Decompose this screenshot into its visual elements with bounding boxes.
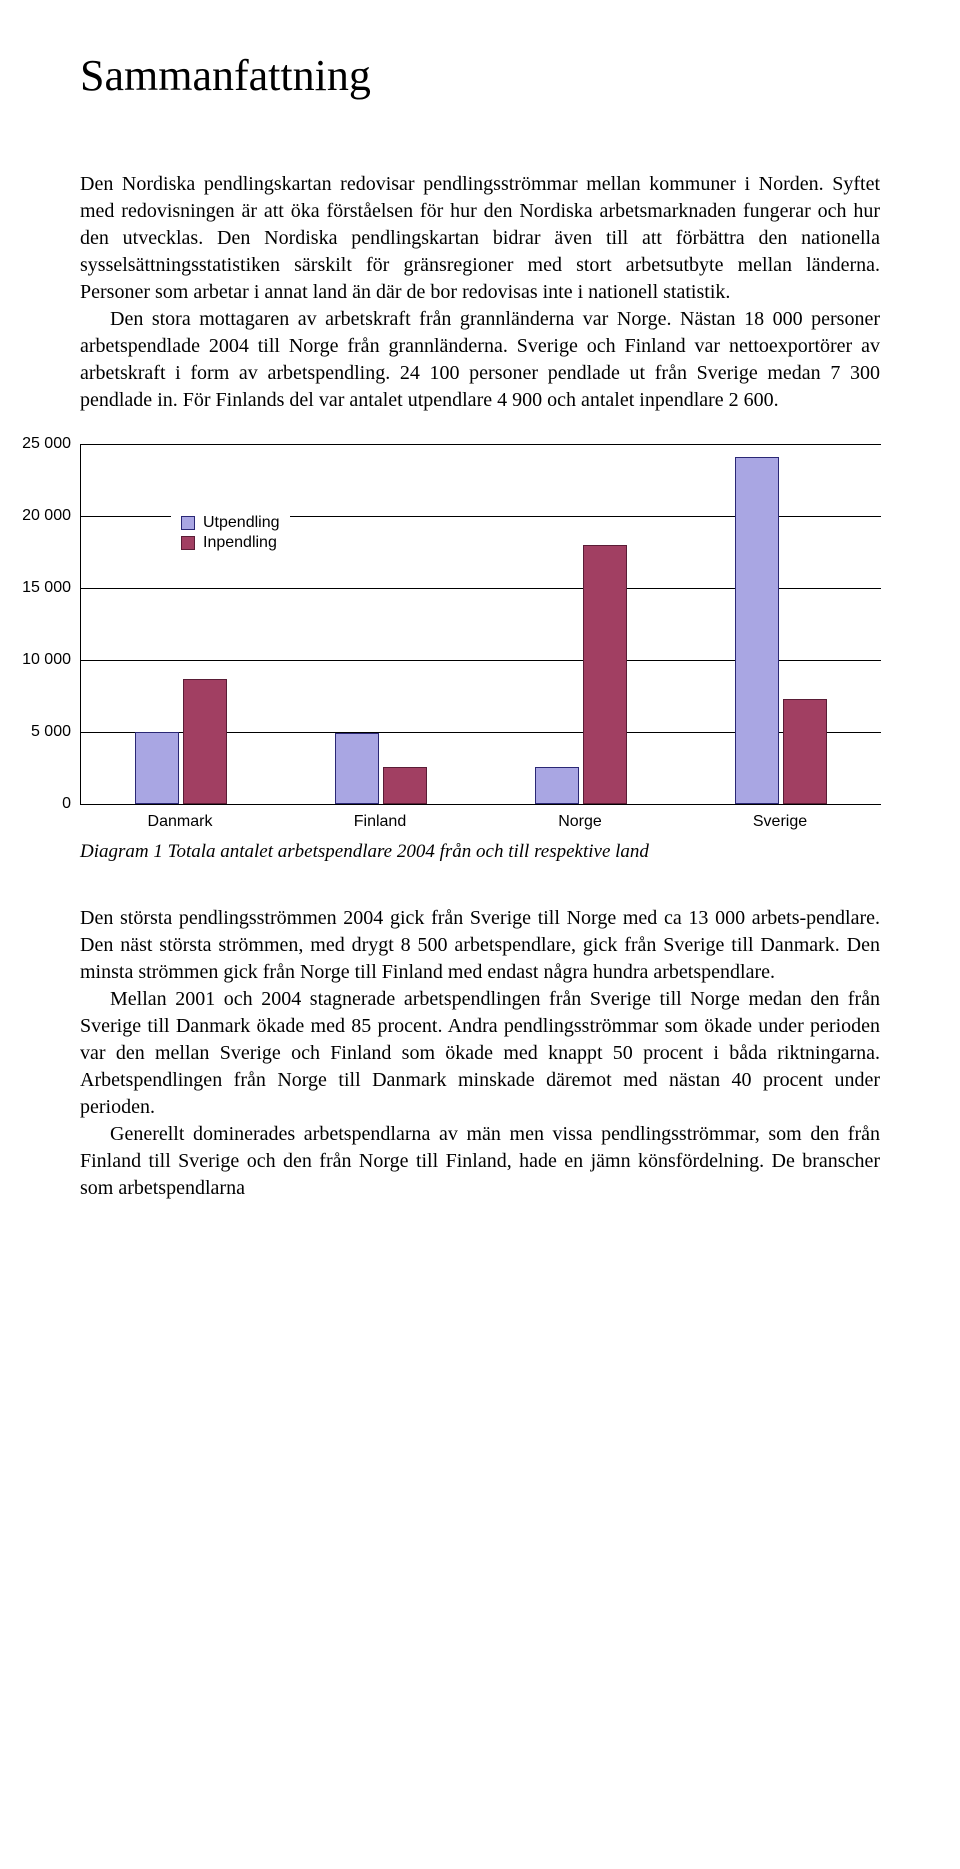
chart-ytick: 5 000	[11, 723, 71, 741]
chart-bar	[135, 732, 179, 804]
chart-bar	[383, 767, 427, 804]
chart-xtick: Finland	[280, 805, 480, 831]
legend-swatch	[181, 536, 195, 550]
chart-ytick: 15 000	[11, 579, 71, 597]
chart-ytick: 0	[11, 795, 71, 813]
document-page: Sammanfattning Den Nordiska pendlingskar…	[0, 0, 960, 1262]
paragraph-4: Mellan 2001 och 2004 stagnerade arbetspe…	[80, 986, 880, 1121]
legend-label: Utpendling	[203, 514, 280, 532]
chart-bar-group	[535, 545, 627, 804]
page-title: Sammanfattning	[80, 50, 880, 101]
legend-swatch	[181, 516, 195, 530]
legend-item: Utpendling	[181, 514, 280, 532]
chart-legend: Utpendling Inpendling	[171, 506, 290, 560]
chart-bar	[735, 457, 779, 804]
chart-xtick: Sverige	[680, 805, 880, 831]
chart-bar	[583, 545, 627, 804]
chart-ytick: 10 000	[11, 651, 71, 669]
legend-label: Inpendling	[203, 534, 277, 552]
chart-xtick: Norge	[480, 805, 680, 831]
paragraph-5: Generellt dominerades arbetspendlarna av…	[80, 1121, 880, 1202]
legend-item: Inpendling	[181, 534, 280, 552]
paragraph-3: Den största pendlingsströmmen 2004 gick …	[80, 905, 880, 986]
chart-bar-group	[335, 733, 427, 804]
chart-bar-group	[135, 679, 227, 804]
chart-container: UtpendlingInpendling 05 00010 00015 0002…	[80, 444, 880, 831]
chart-bar	[783, 699, 827, 804]
chart-ytick: 20 000	[11, 507, 71, 525]
chart-bar	[335, 733, 379, 804]
paragraph-1: Den Nordiska pendlingskartan redovisar p…	[80, 171, 880, 306]
bar-chart: UtpendlingInpendling 05 00010 00015 0002…	[80, 444, 881, 805]
chart-bar	[535, 767, 579, 804]
chart-gridline	[81, 444, 881, 445]
chart-xtick: Danmark	[80, 805, 280, 831]
chart-bar	[183, 679, 227, 804]
chart-caption: Diagram 1 Totala antalet arbetspendlare …	[80, 839, 880, 865]
paragraph-2: Den stora mottagaren av arbetskraft från…	[80, 306, 880, 414]
chart-x-axis: DanmarkFinlandNorgeSverige	[80, 805, 880, 831]
chart-plot	[81, 444, 881, 804]
chart-ytick: 25 000	[11, 435, 71, 453]
chart-bar-group	[735, 457, 827, 804]
